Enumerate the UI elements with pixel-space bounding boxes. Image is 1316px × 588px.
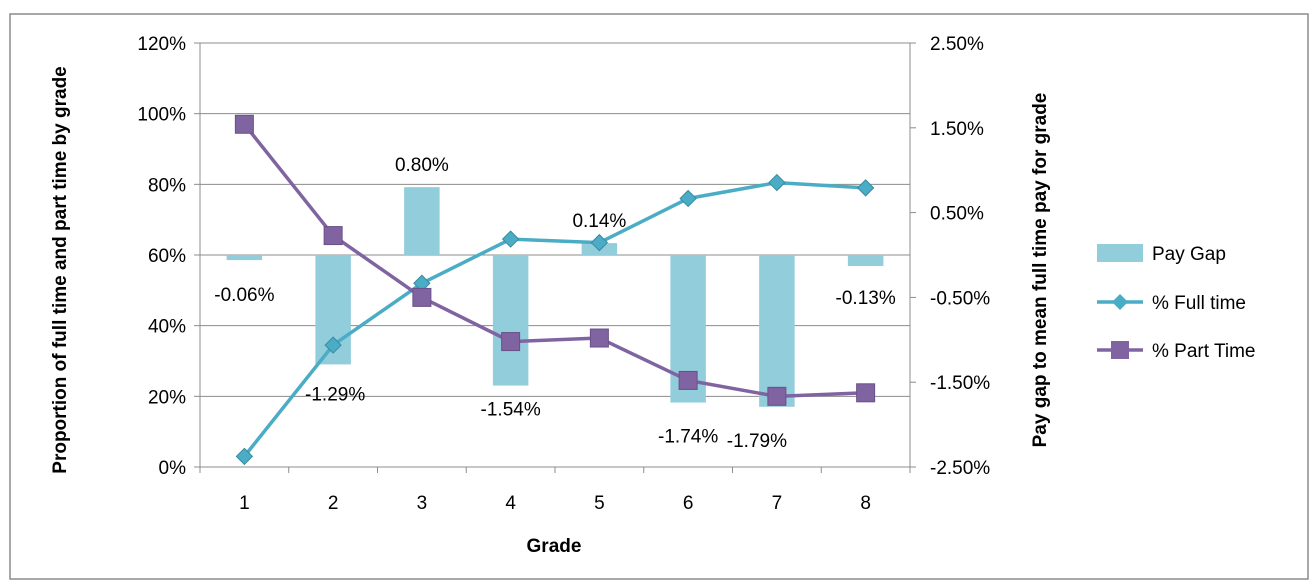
part-time-point bbox=[501, 332, 521, 352]
full-time-point bbox=[768, 173, 786, 192]
pay-gap-bar bbox=[226, 255, 263, 261]
axes bbox=[194, 42, 916, 473]
legend-swatch-pay-gap bbox=[1097, 244, 1143, 262]
part-time-point bbox=[323, 226, 343, 246]
pay-gap-data-label: 0.14% bbox=[572, 211, 626, 232]
legend-marker-diamond bbox=[1112, 294, 1128, 310]
part-time-point bbox=[767, 386, 787, 406]
pay-gap-data-label: -1.54% bbox=[481, 400, 541, 421]
legend-marker-square bbox=[1111, 341, 1129, 359]
pay-gap-bar bbox=[404, 187, 440, 255]
pay-gap-bar bbox=[759, 255, 795, 407]
right-tick-label: 1.50% bbox=[930, 119, 984, 140]
pay-gap-data-label: 0.80% bbox=[395, 155, 449, 176]
full-time-line bbox=[243, 180, 866, 458]
full-time-point bbox=[590, 233, 609, 252]
part-time-point bbox=[678, 370, 698, 390]
pay-gap-data-label: -1.29% bbox=[305, 384, 365, 405]
y-axis-left-title: Proportion of full time and part time by… bbox=[50, 66, 71, 473]
left-tick-label: 120% bbox=[137, 34, 186, 55]
part-time-line bbox=[243, 123, 866, 399]
x-tick-label: 4 bbox=[505, 493, 516, 514]
part-time-point bbox=[856, 383, 876, 403]
right-tick-label: -0.50% bbox=[930, 288, 990, 309]
x-tick-label: 2 bbox=[328, 493, 339, 514]
left-tick-label: 0% bbox=[159, 458, 187, 479]
x-tick-label: 8 bbox=[860, 493, 871, 514]
pay-gap-bar bbox=[492, 255, 529, 386]
y-axis-right-title: Pay gap to mean full time pay for grade bbox=[1030, 93, 1051, 448]
legend-label: % Full time bbox=[1152, 293, 1246, 314]
legend-label: Pay Gap bbox=[1152, 244, 1226, 265]
data-labels: -0.06% -1.29% 0.80% -1.54% 0.14% -1.74% -1.79%… bbox=[214, 155, 896, 452]
tick-labels: 0% 20% 40% 60% 80% 100% 120% -2.50% -1.50% -0.50%… bbox=[137, 34, 990, 514]
pay-gap-data-label: -1.79% bbox=[727, 431, 787, 452]
x-tick-label: 5 bbox=[594, 493, 605, 514]
part-time-point bbox=[412, 287, 432, 307]
full-time-point bbox=[235, 447, 254, 466]
full-time-point bbox=[501, 230, 520, 248]
full-time-point bbox=[856, 179, 875, 197]
pay-gap-data-label: -0.06% bbox=[214, 285, 274, 306]
chart-border bbox=[9, 13, 1309, 580]
right-tick-label: -1.50% bbox=[930, 373, 990, 394]
x-tick-label: 6 bbox=[683, 493, 694, 514]
pay-gap-data-label: -0.13% bbox=[836, 288, 896, 309]
series-lines bbox=[234, 114, 876, 466]
right-tick-label: 0.50% bbox=[930, 204, 984, 225]
x-tick-label: 1 bbox=[239, 493, 250, 514]
left-tick-label: 20% bbox=[148, 387, 186, 408]
x-axis-title: Grade bbox=[527, 536, 582, 557]
right-tick-label: 2.50% bbox=[930, 34, 984, 55]
full-time-point bbox=[324, 336, 342, 354]
left-tick-label: 40% bbox=[148, 317, 186, 338]
legend: Pay Gap % Full time % Part Time bbox=[1097, 244, 1255, 362]
left-tick-label: 60% bbox=[148, 246, 186, 267]
full-time-point bbox=[679, 189, 697, 208]
part-time-point bbox=[234, 114, 254, 134]
legend-label: % Part Time bbox=[1152, 341, 1255, 362]
part-time-point bbox=[589, 328, 609, 348]
left-tick-label: 100% bbox=[137, 105, 186, 126]
pay-gap-data-label: -1.74% bbox=[658, 427, 718, 448]
left-tick-label: 80% bbox=[148, 175, 186, 196]
right-tick-label: -2.50% bbox=[930, 458, 990, 479]
x-tick-label: 3 bbox=[417, 493, 428, 514]
pay-gap-bar bbox=[847, 255, 884, 267]
x-tick-label: 7 bbox=[772, 493, 783, 514]
